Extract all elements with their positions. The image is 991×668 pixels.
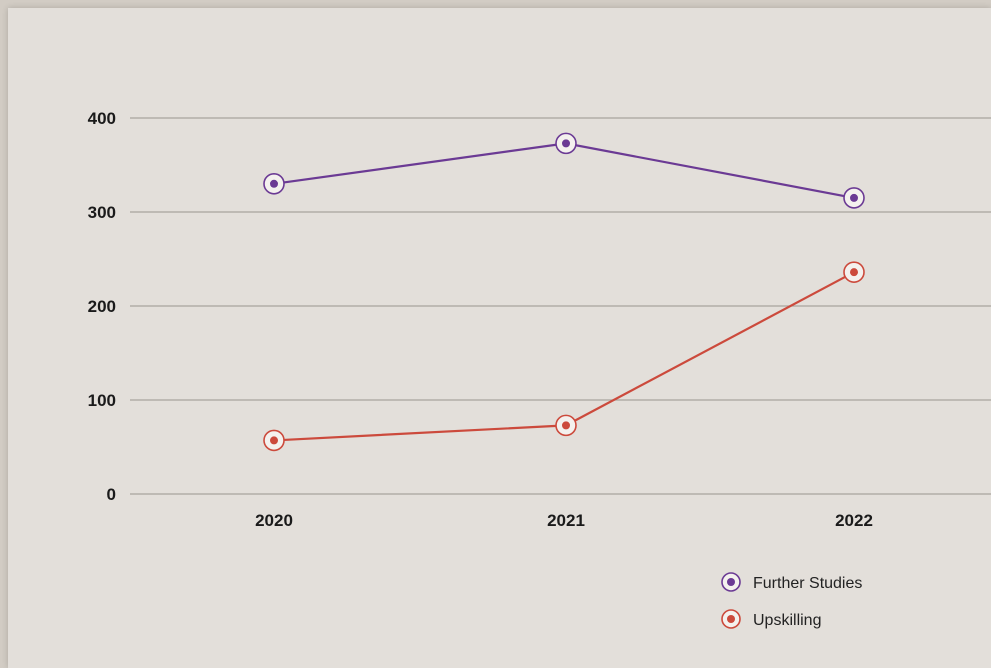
y-tick-label: 100 bbox=[88, 391, 116, 410]
y-tick-label: 300 bbox=[88, 203, 116, 222]
data-point bbox=[270, 436, 278, 445]
legend-marker-dot bbox=[727, 578, 735, 586]
legend-label: Upskilling bbox=[753, 612, 821, 629]
series-lines bbox=[263, 132, 865, 452]
x-tick-label: 2021 bbox=[547, 511, 585, 530]
data-point bbox=[562, 139, 570, 148]
legend-marker-dot bbox=[727, 615, 735, 623]
series-further-studies bbox=[263, 132, 865, 209]
data-point bbox=[270, 179, 278, 188]
x-tick-label: 2020 bbox=[255, 511, 293, 530]
legend-item: Upskilling bbox=[721, 609, 821, 629]
data-point bbox=[850, 268, 858, 277]
y-axis-ticks: 0 100 200 300 400 bbox=[88, 109, 116, 504]
x-tick-label: 2022 bbox=[835, 511, 873, 530]
y-tick-label: 0 bbox=[107, 485, 116, 504]
data-point bbox=[562, 421, 570, 430]
data-point bbox=[850, 193, 858, 202]
x-axis-ticks: 2020 2021 2022 bbox=[255, 511, 873, 530]
y-tick-label: 400 bbox=[88, 109, 116, 128]
legend-item: Further Studies bbox=[721, 572, 862, 592]
y-tick-label: 200 bbox=[88, 297, 116, 316]
gridlines bbox=[130, 117, 991, 495]
legend-label: Further Studies bbox=[753, 575, 862, 592]
series-upskilling bbox=[263, 261, 865, 452]
legend: Further Studies Upskilling bbox=[721, 572, 862, 629]
